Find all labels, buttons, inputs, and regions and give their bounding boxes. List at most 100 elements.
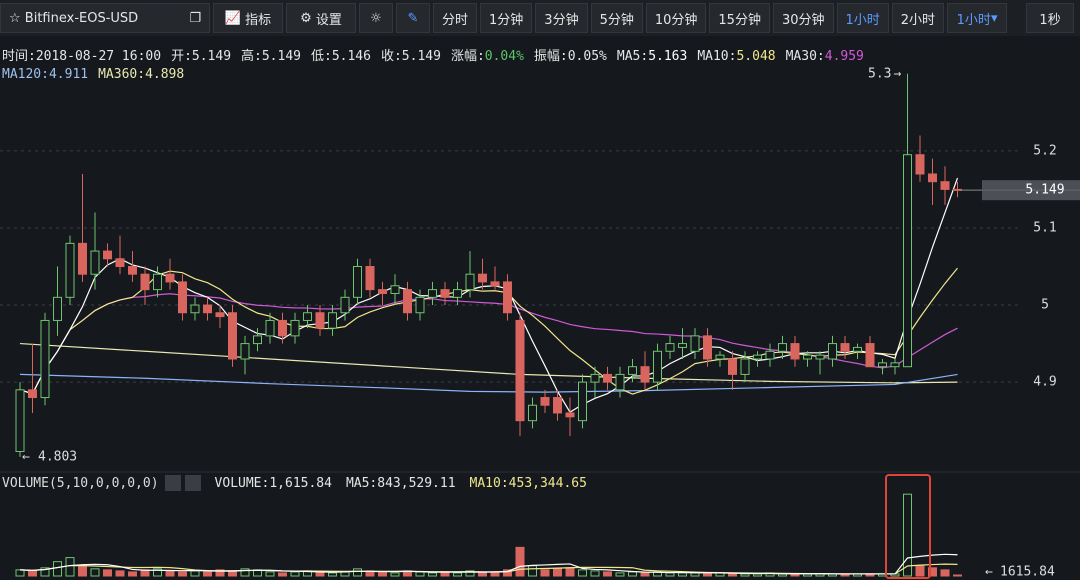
candle-body	[265, 319, 275, 337]
candle-body	[540, 397, 550, 406]
candle-body	[815, 354, 825, 360]
candle-body	[828, 343, 837, 360]
volume-bar	[728, 573, 737, 577]
period-button[interactable]: 30分钟	[772, 3, 834, 33]
dropdown-text: 1小时	[956, 12, 991, 28]
info-item: MA10:5.048	[697, 49, 775, 64]
candle-body	[328, 312, 337, 329]
candle-body	[78, 242, 87, 275]
info-item: MA360:4.898	[98, 67, 184, 82]
volume-bar	[628, 571, 637, 577]
low-arrow: ←	[22, 449, 30, 464]
candle-body	[90, 250, 100, 275]
indicator-button[interactable]: 📈 指标	[213, 3, 283, 33]
candle-body	[840, 343, 850, 352]
period-button[interactable]: 分时	[433, 3, 478, 33]
candle-body	[315, 312, 325, 329]
volume-bar	[703, 572, 712, 577]
candle-body	[165, 273, 175, 283]
candle-body	[215, 312, 225, 318]
volume-bar	[515, 546, 525, 577]
candle-body	[440, 289, 450, 298]
ma5-line	[19, 177, 959, 414]
info-label: 收:	[380, 49, 402, 64]
candle-body	[728, 358, 737, 375]
candle-body	[53, 296, 62, 321]
y-tick-label: 5.1	[1033, 220, 1056, 235]
info-value: 5.163	[648, 49, 688, 64]
candle-body	[678, 343, 687, 348]
y-tick-label: 5.2	[1033, 143, 1056, 158]
settings-icon[interactable]	[164, 475, 181, 491]
volume-bar	[915, 565, 925, 577]
info-line-2: MA120:4.911 MA360:4.898	[2, 67, 194, 82]
volume-bar	[165, 570, 175, 577]
candle-body	[378, 289, 387, 294]
close-icon[interactable]	[184, 475, 201, 491]
info-value: 5.149	[401, 49, 441, 64]
periods: 分时 1分钟 3分钟 5分钟 10分钟 15分钟 30分钟 1小时 2小时	[433, 3, 945, 33]
candle-body	[340, 296, 350, 314]
candle-body	[303, 312, 312, 321]
info-label: 振幅:	[533, 49, 568, 64]
symbol[interactable]: ☆ Bitfinex-EOS-USD ❐	[0, 3, 210, 33]
candle-body	[565, 412, 575, 418]
candle-body	[615, 373, 625, 391]
volume-bar	[328, 572, 337, 577]
candle-body	[903, 154, 912, 368]
candle-body	[240, 343, 250, 360]
volume-bar	[190, 570, 200, 577]
info-label: MA5:	[616, 49, 649, 64]
refresh-button[interactable]: 1秒	[1026, 3, 1075, 33]
period-button[interactable]: 1小时	[836, 3, 889, 33]
candle-body	[590, 373, 600, 383]
volume-bar	[90, 568, 100, 577]
ma360-line	[19, 342, 958, 384]
period-button[interactable]: 3分钟	[535, 3, 588, 33]
theme-button[interactable]: ☼	[359, 3, 393, 33]
candle-body	[628, 366, 637, 375]
symbol-text: Bitfinex-EOS-USD	[24, 10, 139, 26]
draw-button[interactable]: ✎	[396, 3, 430, 33]
candle-body	[415, 296, 425, 314]
info-label: 低:	[311, 49, 332, 64]
vol-tag-arrow: ←	[985, 565, 993, 580]
candle-body	[803, 354, 812, 360]
volume-bar	[28, 570, 37, 577]
period-button[interactable]: 5分钟	[590, 3, 643, 33]
candle-body	[778, 343, 787, 352]
volume-value: VOLUME:1,615.84	[214, 475, 332, 491]
info-item: MA30:4.959	[786, 49, 864, 64]
volume-bar	[240, 568, 250, 577]
volume-bar	[278, 572, 287, 577]
volume-bar	[78, 565, 87, 577]
volume-bar	[465, 570, 475, 577]
candle-body	[453, 289, 462, 298]
volume-bar	[740, 573, 750, 577]
y-tick-label: 5	[1041, 298, 1049, 313]
candle-body	[878, 362, 887, 368]
period-button[interactable]: 2小时	[891, 3, 945, 33]
period-button[interactable]: 1分钟	[480, 3, 533, 33]
settings-button[interactable]: ⚙ 设置	[286, 3, 356, 33]
candle-body	[753, 354, 762, 360]
period-button[interactable]: 10分钟	[645, 3, 707, 33]
info-value: 5.146	[331, 49, 371, 64]
vol-ma5-line	[19, 553, 958, 575]
high-marker: 5.3	[868, 66, 891, 81]
info-label: MA360:	[98, 67, 146, 82]
period-dropdown[interactable]: 1小时 ▾	[947, 3, 1008, 33]
volume-bar	[103, 569, 112, 577]
high-arrow: →	[894, 66, 902, 81]
volume-bar	[590, 570, 600, 577]
volume-bar	[678, 572, 687, 577]
candle-body	[915, 154, 925, 175]
candle-body	[790, 343, 800, 360]
candle-body	[403, 289, 412, 314]
volume-bar	[553, 568, 562, 577]
info-item: 高:5.149	[241, 49, 301, 64]
candle-body	[490, 281, 500, 287]
period-button[interactable]: 15分钟	[709, 3, 770, 33]
info-value: 2018-08-27 16:00	[35, 49, 162, 64]
volume-bar	[503, 569, 512, 577]
